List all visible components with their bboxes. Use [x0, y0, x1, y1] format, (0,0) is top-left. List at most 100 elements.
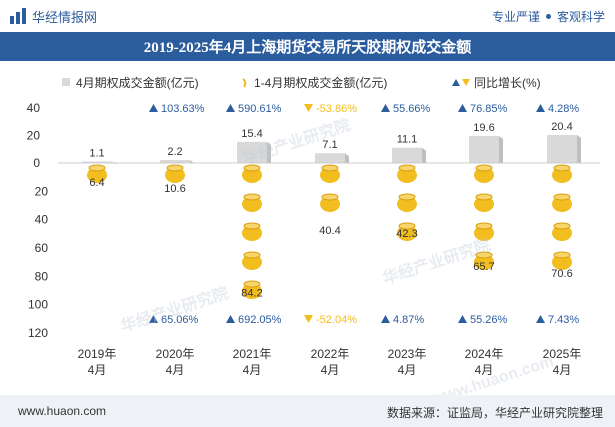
coin-pot-icon	[397, 222, 417, 241]
y-tick-label: 80	[35, 269, 49, 283]
monthly-growth-label: 55.66%	[393, 103, 431, 115]
monthly-growth-label: 103.63%	[161, 103, 205, 115]
coin-pot-icon	[242, 280, 262, 299]
coin-pot-icon	[397, 164, 417, 183]
chart-title: 2019-2025年4月上海期货交易所天胶期权成交金额	[143, 40, 472, 56]
coin-pot-icon	[552, 251, 572, 270]
monthly-growth-label: 76.85%	[470, 103, 508, 115]
cumulative-up-triangle-icon	[536, 315, 545, 323]
cumulative-growth-label: 692.05%	[238, 314, 282, 326]
coin-pot-icon	[320, 193, 340, 212]
cumulative-value-label: 70.6	[551, 268, 572, 280]
coin-pot-icon	[320, 164, 340, 183]
x-tick-label: 2025年	[543, 347, 582, 361]
coin-stack	[397, 164, 417, 241]
bar-value-label: 19.6	[473, 122, 494, 134]
legend-up-triangle-icon	[452, 79, 460, 86]
x-tick-label: 2024年	[465, 347, 504, 361]
monthly-up-triangle-icon	[226, 104, 235, 112]
y-tick-label: 20	[27, 129, 41, 143]
cumulative-growth-label: 65.06%	[161, 314, 199, 326]
coin-pot-icon	[242, 222, 262, 241]
footer-source: 数据来源：证监局，华经产业研究院整理	[386, 406, 603, 420]
legend-bar-swatch	[62, 78, 70, 86]
x-tick-label: 2023年	[388, 347, 427, 361]
bar	[160, 159, 190, 163]
cumulative-value-label: 65.7	[473, 261, 494, 273]
coin-stack	[87, 164, 107, 183]
cumulative-down-triangle-icon	[304, 315, 313, 323]
cumulative-value-label: 42.3	[396, 228, 417, 240]
y-tick-label: 40	[35, 213, 49, 227]
x-tick-label: 4月	[243, 363, 262, 377]
bar-value-label: 2.2	[167, 146, 182, 158]
bar-value-label: 11.1	[397, 134, 418, 146]
legend-coin-icon	[242, 78, 247, 88]
coin-pot-icon	[242, 193, 262, 212]
x-tick-label: 4月	[166, 363, 185, 377]
coin-pot-icon	[552, 222, 572, 241]
y-tick-label: 20	[35, 184, 49, 198]
cumulative-value-label: 10.6	[164, 183, 185, 195]
footer: www.huaon.com 数据来源：证监局，华经产业研究院整理	[0, 395, 615, 427]
bar-side	[499, 136, 503, 163]
bar	[237, 141, 267, 163]
coin-pot-icon	[474, 164, 494, 183]
bar	[82, 161, 112, 163]
tagline-1: 专业严谨	[491, 10, 540, 24]
legend-down-triangle-icon	[462, 79, 470, 86]
x-tick-label: 4月	[475, 363, 494, 377]
x-tick-label: 2021年	[233, 347, 272, 361]
monthly-growth-label: 4.28%	[548, 103, 579, 115]
y-tick-label: 0	[33, 156, 40, 170]
coin-stack	[242, 164, 262, 299]
monthly-growth-label: 590.61%	[238, 103, 282, 115]
bar-side	[190, 159, 194, 163]
cumulative-up-triangle-icon	[381, 315, 390, 323]
bar-side	[345, 153, 349, 163]
x-tick-label: 4月	[398, 363, 417, 377]
title-bar: 2019-2025年4月上海期货交易所天胶期权成交金额	[0, 32, 615, 61]
chart: 4月期权成交金额(亿元) 1-4月期权成交金额(亿元) 同比增长(%) 40 20 0 20…	[27, 75, 600, 377]
coin-pot-icon	[474, 193, 494, 212]
tagline-2: 客观科学	[556, 10, 605, 24]
monthly-up-triangle-icon	[149, 104, 158, 112]
monthly-down-triangle-icon	[304, 104, 313, 112]
bar	[315, 153, 345, 163]
cumulative-value-label: 84.2	[241, 287, 262, 299]
bar	[547, 134, 577, 163]
brand-name: 华经情报网	[32, 9, 98, 25]
top-bar: 华经情报网 专业严谨 客观科学	[0, 0, 615, 32]
y-tick-label: 100	[28, 298, 48, 312]
cumulative-value-label: 40.4	[319, 225, 340, 237]
y-tick-label: 60	[35, 241, 49, 255]
coin-pot-icon	[474, 251, 494, 270]
bar-value-label: 7.1	[322, 139, 337, 151]
x-tick-label: 2022年	[311, 347, 350, 361]
coin-pot-icon	[242, 251, 262, 270]
coin-pot-icon	[87, 164, 107, 183]
bar-value-label: 15.4	[241, 128, 262, 140]
tagline: 专业严谨 客观科学	[492, 8, 605, 25]
x-tick-label: 4月	[321, 363, 340, 377]
brand[interactable]: 华经情报网	[10, 7, 97, 26]
cumulative-growth-label: 7.43%	[548, 314, 579, 326]
bar-value-label: 20.4	[551, 121, 572, 133]
coin-pot-icon	[474, 222, 494, 241]
cumulative-up-triangle-icon	[458, 315, 467, 323]
coin-pot-icon	[552, 193, 572, 212]
cumulative-growth-label: 4.87%	[393, 314, 424, 326]
monthly-growth-label: -53.86%	[316, 103, 357, 115]
bar	[469, 136, 499, 163]
x-tick-label: 4月	[553, 363, 572, 377]
coin-stack	[165, 164, 185, 183]
cumulative-growth-label: 55.26%	[470, 314, 508, 326]
coin-stack	[474, 164, 494, 270]
legend-bar-label: 4月期权成交金额(亿元)	[76, 75, 199, 90]
cumulative-growth-label: -52.04%	[316, 314, 357, 326]
footer-url[interactable]: www.huaon.com	[18, 404, 107, 418]
y-tick-label: 40	[27, 101, 41, 115]
coin-pot-icon	[552, 164, 572, 183]
coin-stack	[320, 164, 340, 212]
x-tick-label: 2020年	[156, 347, 195, 361]
